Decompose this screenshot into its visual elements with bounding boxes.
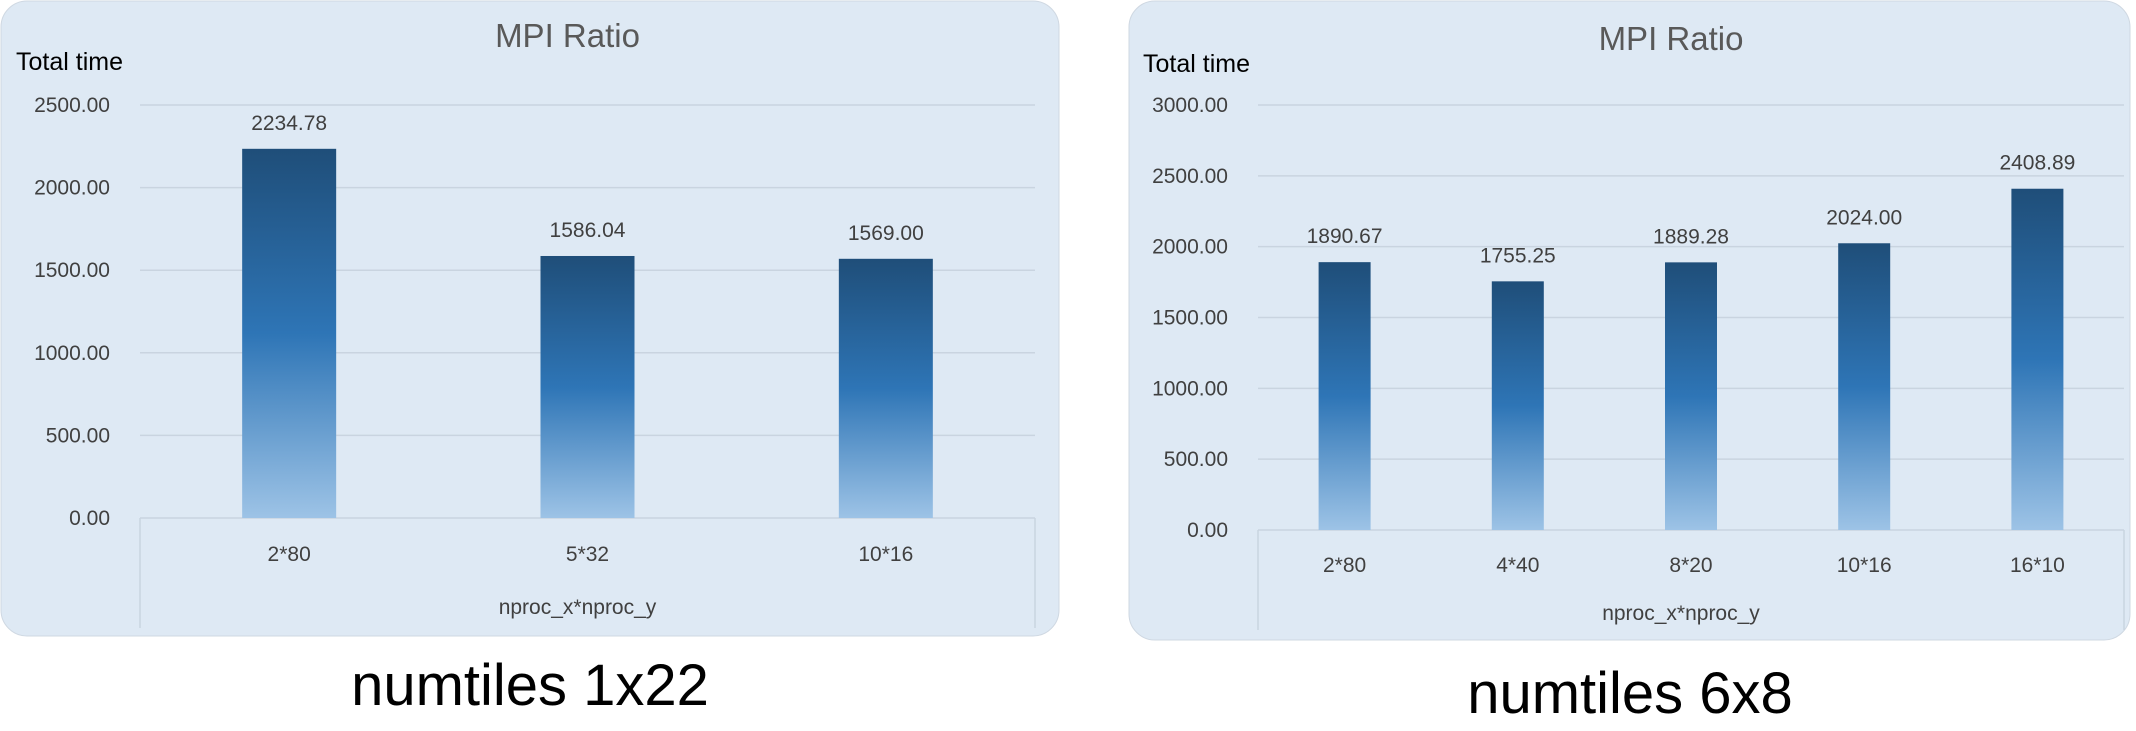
y-tick-label: 2500.00 <box>1152 165 1228 188</box>
chart-title: MPI Ratio <box>1599 20 1744 57</box>
x-tick-label: 2*80 <box>1323 554 1366 577</box>
y-axis-label: Total time <box>1143 50 1250 78</box>
y-tick-label: 1500.00 <box>34 259 110 282</box>
y-tick-label: 0.00 <box>1187 519 1228 542</box>
y-tick-label: 1000.00 <box>1152 377 1228 400</box>
chart-title: MPI Ratio <box>495 17 640 54</box>
data-label: 2234.78 <box>251 112 327 135</box>
chart-panel-left: MPI Ratio Total time 0.00 500.00 1000.00 1500… <box>0 0 1065 640</box>
bar <box>1838 243 1891 530</box>
y-tick-label: 2000.00 <box>1152 236 1228 259</box>
data-label: 1569.00 <box>848 222 924 245</box>
data-label: 2024.00 <box>1826 206 1902 229</box>
y-tick-label: 1000.00 <box>34 342 110 365</box>
data-label: 1755.25 <box>1480 244 1556 267</box>
chart-right: MPI Ratio Total time 0.00 500.00 1000.00 1500… <box>1128 0 2131 641</box>
chart-panel-right: MPI Ratio Total time 0.00 500.00 1000.00 1500… <box>1128 0 2136 645</box>
caption-right: numtiles 6x8 <box>1467 661 1793 726</box>
y-tick-label: 500.00 <box>1164 448 1228 471</box>
y-tick-label: 2000.00 <box>34 177 110 200</box>
bar <box>838 258 933 518</box>
y-axis-label: Total time <box>16 48 123 76</box>
bar <box>1491 281 1544 530</box>
x-tick-label: 10*16 <box>1837 554 1892 577</box>
x-axis-label: nproc_x*nproc_y <box>1602 602 1760 625</box>
bar <box>1665 262 1717 530</box>
x-axis-label: nproc_x*nproc_y <box>499 596 657 619</box>
caption-left: numtiles 1x22 <box>351 653 709 718</box>
bar <box>1318 262 1371 530</box>
data-label: 1890.67 <box>1307 225 1383 248</box>
y-tick-label: 2500.00 <box>34 94 110 117</box>
chart-background <box>1128 0 2131 641</box>
bar <box>242 148 337 519</box>
x-tick-label: 10*16 <box>858 543 913 566</box>
x-tick-label: 16*10 <box>2010 554 2065 577</box>
data-label: 1586.04 <box>550 219 626 242</box>
x-tick-label: 5*32 <box>566 543 609 566</box>
data-label: 1889.28 <box>1653 225 1729 248</box>
data-label: 2408.89 <box>1999 152 2075 175</box>
x-tick-label: 2*80 <box>268 543 311 566</box>
chart-left: MPI Ratio Total time 0.00 500.00 1000.00 1500… <box>0 0 1060 637</box>
bar <box>2011 188 2064 530</box>
y-tick-label: 3000.00 <box>1152 94 1228 117</box>
y-tick-label: 1500.00 <box>1152 307 1228 330</box>
bar <box>540 255 635 518</box>
y-tick-label: 0.00 <box>69 507 110 530</box>
x-tick-label: 8*20 <box>1669 554 1712 577</box>
y-tick-label: 500.00 <box>46 424 110 447</box>
x-tick-label: 4*40 <box>1496 554 1539 577</box>
